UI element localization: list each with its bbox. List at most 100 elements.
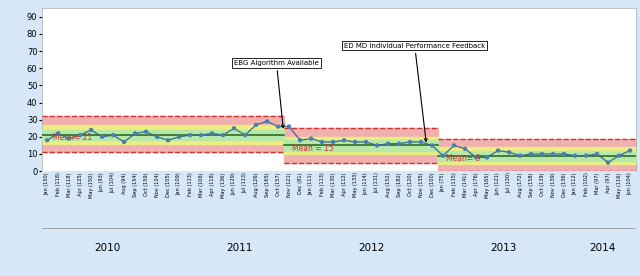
Text: 2010: 2010: [95, 243, 121, 253]
Text: Jul (130): Jul (130): [506, 172, 511, 193]
Text: Apr (112): Apr (112): [342, 172, 346, 196]
Point: [130, 131, 140, 136]
Text: Mean = 15: Mean = 15: [292, 144, 334, 153]
Text: Aug (126): Aug (126): [253, 172, 259, 197]
Text: 2013: 2013: [490, 243, 516, 253]
Text: Apr (176): Apr (176): [474, 172, 479, 196]
Text: Jan (111): Jan (111): [308, 172, 314, 195]
Point: [53, 131, 63, 136]
Text: Jun (93): Jun (93): [100, 172, 104, 192]
Point: [284, 124, 294, 129]
Text: Feb (113): Feb (113): [319, 172, 324, 196]
Point: [141, 129, 151, 134]
Text: May (133): May (133): [353, 172, 358, 197]
Text: Dec (136): Dec (136): [561, 172, 566, 197]
Point: [229, 126, 239, 131]
Text: Sep (154): Sep (154): [132, 172, 138, 197]
Text: Mar (106): Mar (106): [198, 172, 204, 197]
Point: [42, 138, 52, 142]
Point: [416, 140, 426, 144]
Point: [438, 153, 448, 158]
Point: [163, 138, 173, 142]
Text: Apr (118): Apr (118): [209, 172, 214, 196]
Text: Mar (141): Mar (141): [463, 172, 468, 197]
Point: [614, 153, 624, 158]
Text: Apr (125): Apr (125): [77, 172, 83, 196]
Text: Nov (139): Nov (139): [550, 172, 556, 197]
Point: [251, 123, 261, 127]
Text: Aug (94): Aug (94): [122, 172, 127, 194]
Text: Jul (104): Jul (104): [111, 172, 116, 193]
Text: May (116): May (116): [616, 172, 621, 198]
Point: [350, 140, 360, 144]
Point: [625, 148, 635, 153]
Text: Jun (121): Jun (121): [495, 172, 500, 195]
Text: Feb (115): Feb (115): [452, 172, 456, 196]
Text: Mar (130): Mar (130): [331, 172, 335, 197]
Text: Jun (104): Jun (104): [628, 172, 632, 195]
Text: Jan (109): Jan (109): [177, 172, 182, 195]
Point: [306, 136, 316, 141]
Point: [548, 152, 558, 156]
Text: Jan (75): Jan (75): [440, 172, 445, 192]
Point: [328, 140, 338, 144]
Text: Aug (152): Aug (152): [385, 172, 390, 197]
Text: Mean= 9: Mean= 9: [446, 154, 481, 163]
Point: [603, 160, 613, 165]
Text: Jun (129): Jun (129): [232, 172, 237, 195]
Text: Dec (105): Dec (105): [166, 172, 171, 197]
Text: Sep (182): Sep (182): [397, 172, 401, 197]
Text: Nov (121): Nov (121): [287, 172, 292, 197]
Point: [240, 133, 250, 137]
Point: [427, 143, 437, 148]
Text: Feb (113): Feb (113): [188, 172, 193, 196]
Point: [581, 153, 591, 158]
Text: Jun (114): Jun (114): [364, 172, 369, 195]
Point: [273, 124, 283, 129]
Point: [460, 147, 470, 151]
Point: [207, 131, 217, 136]
Text: May (150): May (150): [88, 172, 93, 198]
Point: [559, 152, 569, 156]
Text: Jan (150): Jan (150): [45, 172, 49, 195]
Text: Jul (131): Jul (131): [374, 172, 380, 193]
Text: Oct (120): Oct (120): [408, 172, 413, 196]
Point: [295, 138, 305, 142]
Point: [262, 119, 272, 124]
Text: Nov (135): Nov (135): [419, 172, 424, 197]
Point: [196, 133, 206, 137]
Point: [570, 153, 580, 158]
Point: [526, 152, 536, 156]
Point: [97, 135, 108, 139]
Point: [64, 136, 74, 141]
Text: Feb (118): Feb (118): [56, 172, 61, 196]
Point: [108, 133, 118, 137]
Point: [493, 148, 503, 153]
Text: Oct (157): Oct (157): [276, 172, 280, 196]
Point: [515, 153, 525, 158]
Point: [449, 143, 459, 148]
Point: [86, 128, 96, 132]
Point: [317, 140, 327, 144]
Point: [218, 133, 228, 137]
Text: Jan (112): Jan (112): [573, 172, 577, 195]
Text: Sep (165): Sep (165): [264, 172, 269, 197]
Text: Dec (100): Dec (100): [429, 172, 435, 197]
Text: Jul (113): Jul (113): [243, 172, 248, 193]
Point: [372, 143, 382, 148]
Point: [174, 135, 184, 139]
Point: [504, 150, 514, 155]
Point: [592, 152, 602, 156]
Point: [339, 138, 349, 142]
Text: ED MD Individual Performance Feedback: ED MD Individual Performance Feedback: [344, 43, 485, 141]
Point: [537, 152, 547, 156]
Text: 2011: 2011: [227, 243, 253, 253]
Point: [383, 142, 393, 146]
Text: Sep (158): Sep (158): [529, 172, 534, 197]
Text: Feb (102): Feb (102): [584, 172, 589, 196]
Point: [405, 140, 415, 144]
Text: May (136): May (136): [221, 172, 225, 198]
Text: May (165): May (165): [484, 172, 490, 198]
Point: [119, 140, 129, 144]
Text: Oct (159): Oct (159): [143, 172, 148, 196]
